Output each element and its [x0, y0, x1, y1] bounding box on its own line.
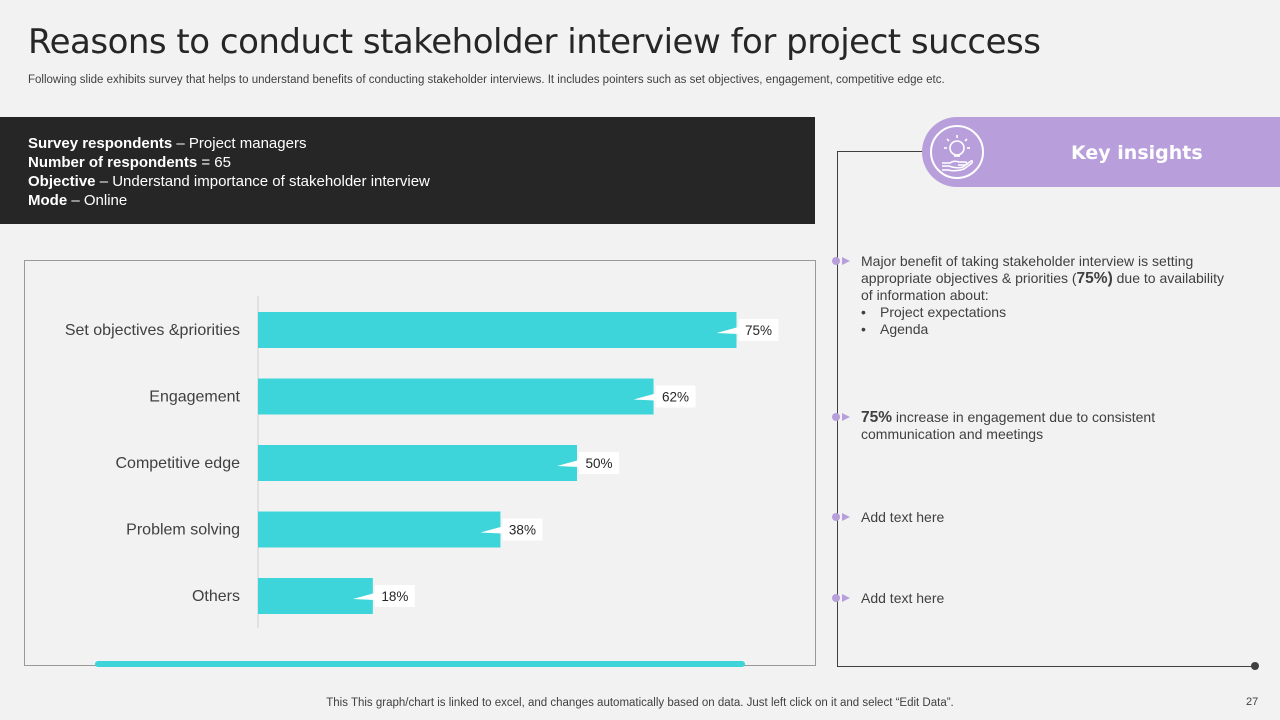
- insight-3-marker-icon: [832, 513, 850, 521]
- insights-connector-bottom: [837, 666, 1255, 667]
- survey-mode-value: – Online: [67, 192, 128, 209]
- survey-respondents-value: – Project managers: [172, 135, 307, 152]
- insight-4-marker-icon: [832, 594, 850, 602]
- chart-bar[interactable]: [258, 445, 577, 481]
- insights-connector-top: [837, 151, 923, 152]
- key-insights-label: Key insights: [1071, 142, 1203, 164]
- insight-2-text: increase in engagement due to consistent…: [861, 409, 1156, 442]
- idea-hand-icon: [930, 125, 984, 179]
- chart-data-label-callout: [480, 518, 543, 541]
- chart-category-label: Set objectives &priorities: [65, 322, 240, 339]
- insight-1-text: Major benefit of taking stakeholder inte…: [861, 253, 1194, 286]
- chart-category-label: Problem solving: [126, 522, 240, 539]
- survey-mode-label: Mode: [28, 192, 68, 209]
- insight-item-1: Major benefit of taking stakeholder inte…: [861, 253, 1226, 338]
- chart-category-label: Engagement: [149, 389, 240, 406]
- insight-1-bullet: Project expectations: [861, 304, 1226, 321]
- chart-data-label: 50%: [585, 456, 612, 471]
- survey-info-box: Survey respondents – Project managers Nu…: [0, 117, 815, 224]
- footer-note: This This graph/chart is linked to excel…: [326, 697, 954, 709]
- page-title: Reasons to conduct stakeholder interview…: [28, 22, 1041, 62]
- insight-item-4: Add text here: [861, 590, 1226, 607]
- chart-bar[interactable]: [258, 511, 501, 548]
- survey-respondents-label: Survey respondents: [28, 135, 173, 152]
- chart-data-label-callout: [633, 385, 696, 408]
- page-number: 27: [1246, 696, 1259, 708]
- key-insights-banner: Key insights: [922, 117, 1280, 187]
- survey-count-label: Number of respondents: [28, 154, 198, 171]
- insight-3-text[interactable]: Add text here: [861, 509, 945, 525]
- chart-bar[interactable]: [258, 378, 654, 415]
- insights-connector-end-dot: [1251, 662, 1259, 670]
- survey-objective-value: – Understand importance of stakeholder i…: [95, 173, 430, 190]
- survey-mode-row: Mode – Online: [28, 191, 815, 210]
- chart-data-label-callout: [352, 585, 415, 607]
- chart-data-label-callout: [557, 452, 619, 474]
- chart-category-label: Competitive edge: [115, 455, 240, 472]
- chart-data-label: 75%: [745, 323, 772, 338]
- bar-chart[interactable]: Set objectives &priorities 75% Engagement 6…: [0, 0, 816, 666]
- insight-1-marker-icon: [832, 257, 850, 265]
- survey-count-value: = 65: [197, 154, 231, 171]
- insight-4-text[interactable]: Add text here: [861, 590, 945, 606]
- insight-1-bullets: Project expectations Agenda: [861, 304, 1226, 338]
- insight-1-bullet: Agenda: [861, 321, 1226, 338]
- page-subtitle: Following slide exhibits survey that hel…: [28, 74, 945, 86]
- survey-objective-row: Objective – Understand importance of sta…: [28, 172, 815, 191]
- insight-2-marker-icon: [832, 413, 850, 421]
- insights-connector-vertical: [837, 151, 838, 666]
- insight-item-2: 75% increase in engagement due to consis…: [861, 409, 1226, 443]
- survey-respondents-row: Survey respondents – Project managers: [28, 134, 815, 153]
- insight-2-highlight: 75%: [861, 409, 893, 426]
- chart-category-label: Others: [192, 588, 240, 605]
- chart-accent-strip: [95, 661, 745, 667]
- chart-data-label-callout: [716, 319, 779, 341]
- survey-objective-label: Objective: [28, 173, 96, 190]
- chart-data-label: 18%: [381, 589, 408, 604]
- insight-1-text-after: due to availability of information about…: [861, 270, 1225, 303]
- insight-1-highlight: 75%): [1076, 270, 1113, 287]
- insight-item-3: Add text here: [861, 509, 1226, 526]
- chart-bar[interactable]: [258, 312, 737, 348]
- survey-count-row: Number of respondents = 65: [28, 153, 815, 172]
- chart-data-label: 62%: [662, 390, 689, 405]
- chart-data-label: 38%: [509, 523, 536, 538]
- chart-bar[interactable]: [258, 578, 373, 614]
